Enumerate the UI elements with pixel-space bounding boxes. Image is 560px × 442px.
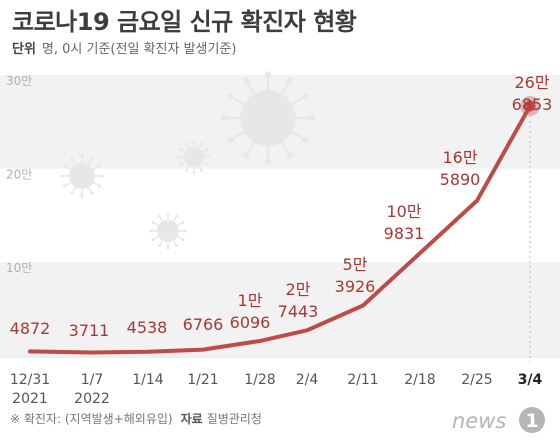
- unit-text: 명, 0시 기준(전일 확진자 발생기준): [41, 42, 237, 57]
- data-label: 3711: [69, 321, 110, 340]
- x-tick-label: 1/28: [244, 372, 275, 388]
- unit-label: 단위: [12, 42, 36, 57]
- x-tick-label: 3/4: [518, 372, 543, 388]
- virus-icon-small-mid: [177, 140, 211, 174]
- y-tick-label: 20만: [6, 167, 32, 181]
- x-tick-label: 2/18: [404, 372, 435, 388]
- source-text: 질병관리청: [206, 412, 262, 426]
- y-tick-label: 30만: [6, 74, 32, 88]
- x-tick-label: 1/14: [132, 372, 164, 388]
- source-label: 자료: [180, 412, 203, 426]
- footer: ※ 확진자: (지역발생+해외유입) 자료 질병관리청: [10, 410, 262, 427]
- data-label: 1만: [238, 291, 263, 310]
- x-tick-label: 2021: [12, 391, 48, 407]
- page-title: 코로나19 금요일 신규 확진자 현황: [12, 8, 357, 36]
- unit-note: 단위 명, 0시 기준(전일 확진자 발생기준): [12, 38, 236, 57]
- x-tick-label: 2/11: [347, 372, 378, 388]
- last-point-marker: [524, 100, 536, 112]
- news1-logo: news 1: [452, 407, 545, 433]
- data-label: 6853: [512, 95, 553, 114]
- virus-icon-large: [221, 71, 315, 165]
- data-label: 26만: [514, 73, 549, 92]
- data-label: 5890: [440, 170, 481, 189]
- data-label: 5만: [343, 255, 368, 274]
- logo-text: news: [452, 409, 506, 433]
- x-tick-label: 2/4: [296, 372, 319, 388]
- virus-icon-small-left: [60, 154, 104, 198]
- data-label: 6096: [230, 313, 271, 332]
- data-label: 4872: [10, 319, 51, 338]
- grid-band-lower: [0, 262, 560, 356]
- x-tick-label: 12/31: [10, 372, 50, 388]
- data-label: 4538: [127, 318, 168, 337]
- data-label: 6766: [183, 315, 224, 334]
- data-label: 3926: [335, 277, 376, 296]
- footer-note: ※ 확진자: (지역발생+해외유입): [10, 412, 173, 426]
- x-tick-label: 1/7: [81, 372, 104, 388]
- data-label: 16만: [442, 148, 477, 167]
- x-tick-label: 2022: [74, 391, 110, 407]
- y-tick-label: 10만: [6, 261, 32, 275]
- series-line: [28, 104, 532, 355]
- data-label: 10만: [386, 202, 421, 221]
- svg-text:1: 1: [525, 410, 538, 432]
- data-label: 7443: [278, 302, 319, 321]
- virus-icon-small-low: [149, 212, 187, 250]
- x-tick-label: 2/25: [461, 372, 492, 388]
- data-label: 2만: [286, 280, 311, 299]
- circle-1-logo-icon: 1: [519, 407, 545, 433]
- x-tick-label: 1/21: [187, 372, 218, 388]
- data-label: 9831: [384, 224, 425, 243]
